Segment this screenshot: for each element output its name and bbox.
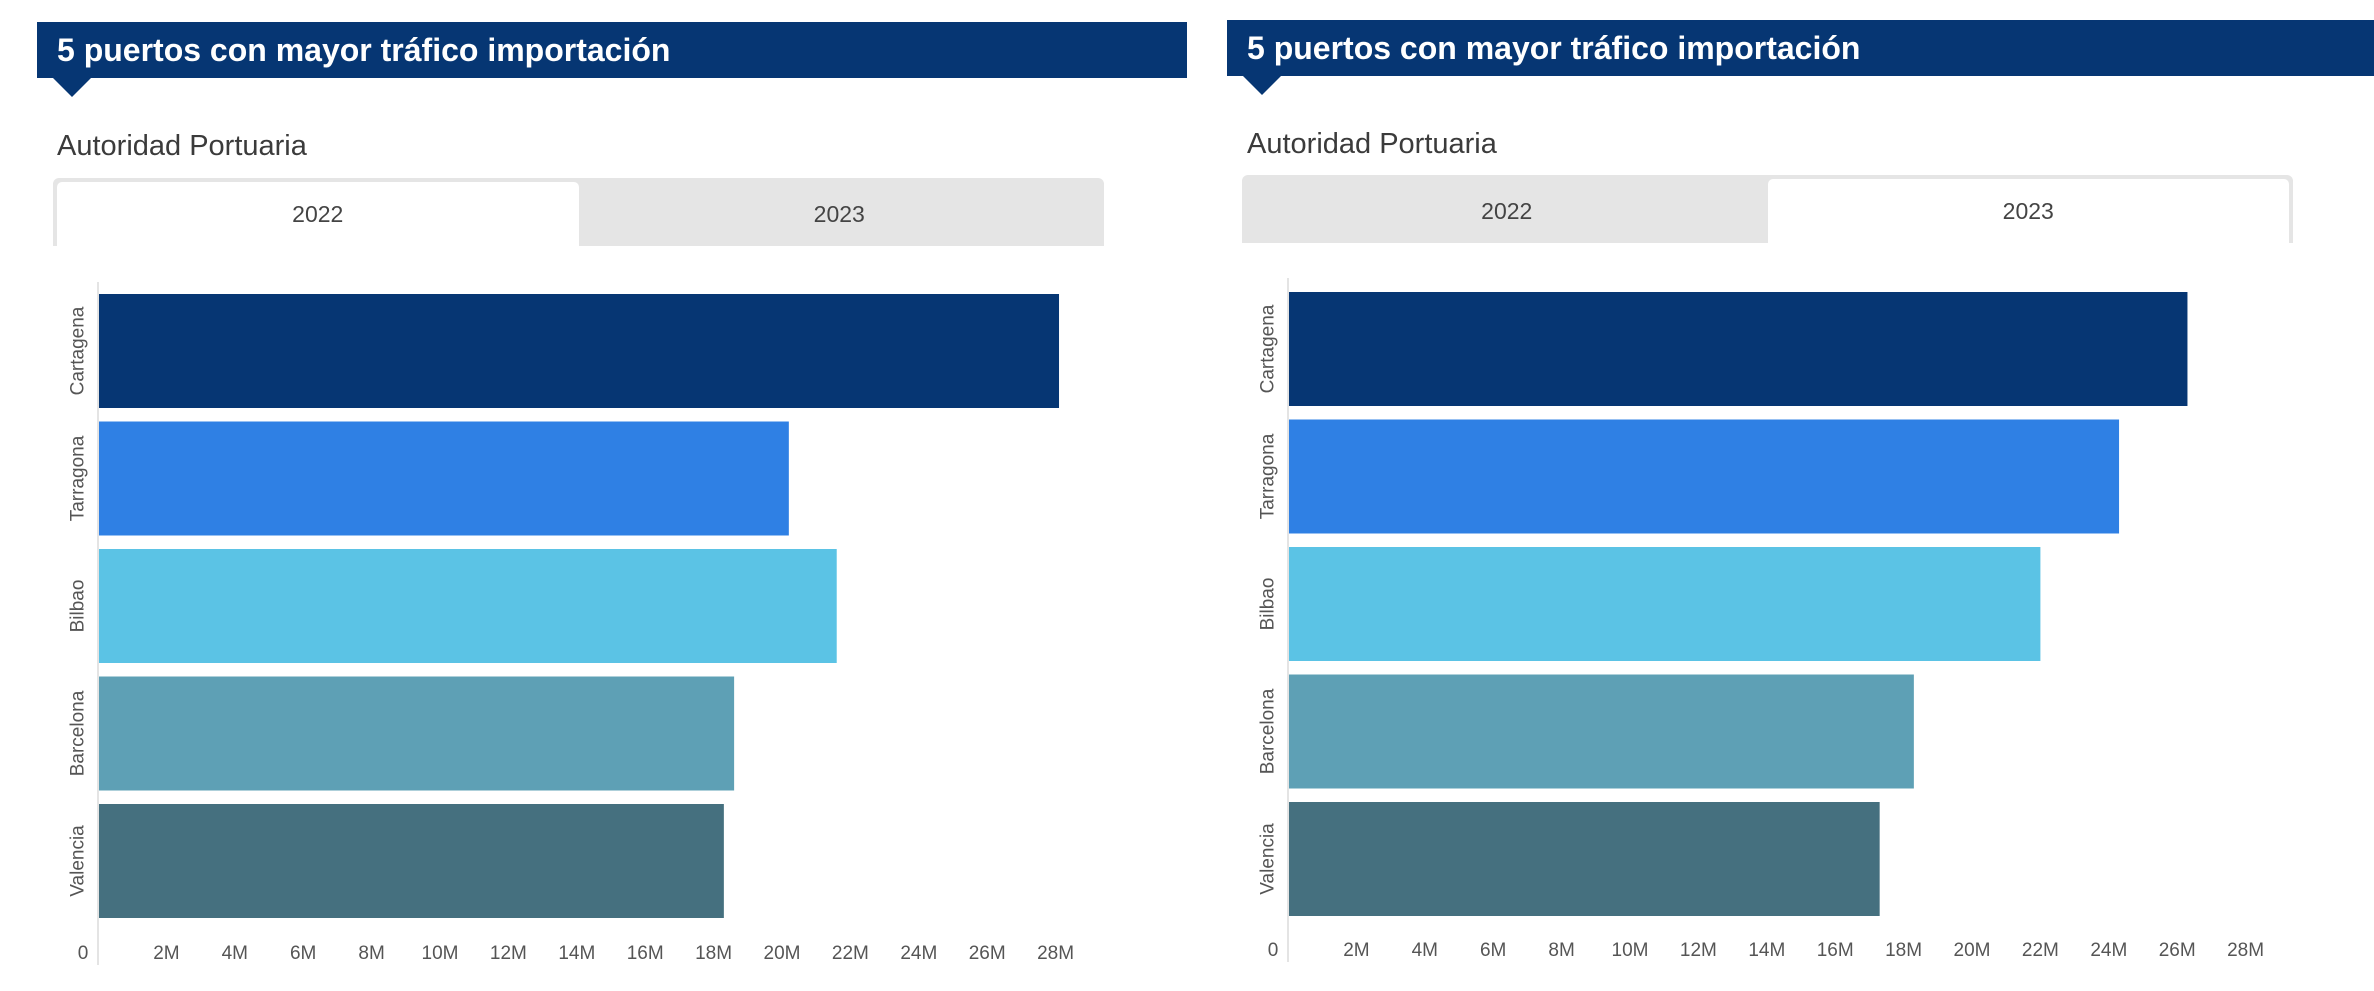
category-label: Bilbao xyxy=(1258,578,1279,631)
tab-2023[interactable]: 2023 xyxy=(813,200,865,227)
bar-chart-svg: Cartagena Tarragona Bilbao Barcelona Valenci… xyxy=(68,282,1074,965)
x-tick-label: 18M xyxy=(1885,940,1922,961)
x-tick-label: 18M xyxy=(695,943,732,964)
x-tick-label: 24M xyxy=(2090,940,2127,961)
category-label: Tarragona xyxy=(1258,433,1279,519)
x-tick-label: 6M xyxy=(290,943,316,964)
bar-barcelona[interactable] xyxy=(1289,674,1914,789)
x-tick-label: 20M xyxy=(764,943,801,964)
x-tick-label: 4M xyxy=(222,943,248,964)
chart-subtitle: Autoridad Portuaria xyxy=(57,130,307,162)
x-tick-label: 16M xyxy=(1817,940,1854,961)
x-tick-label: 0 xyxy=(1268,940,1279,961)
x-tick-label: 28M xyxy=(1037,943,1074,964)
bar-chart: Cartagena Tarragona Bilbao Barcelona Valenci… xyxy=(1190,0,2374,991)
header-pointer-icon xyxy=(1243,76,1281,95)
bar-cartagena[interactable] xyxy=(99,294,1060,408)
bar-barcelona[interactable] xyxy=(99,676,735,791)
category-label: Tarragona xyxy=(68,435,89,521)
category-label: Bilbao xyxy=(68,580,89,633)
x-tick-label: 6M xyxy=(1480,940,1506,961)
x-tick-label: 8M xyxy=(358,943,384,964)
bar-valencia[interactable] xyxy=(99,804,724,918)
bar-cartagena[interactable] xyxy=(1289,292,2188,406)
section-header: 5 puertos con mayor tráfico importación xyxy=(37,22,1187,97)
x-tick-label: 14M xyxy=(1748,940,1785,961)
section-title: 5 puertos con mayor tráfico importación xyxy=(1247,30,1861,66)
panel-2023: 5 puertos con mayor tráfico importación … xyxy=(1190,0,2374,991)
bar-chart-svg: Cartagena Tarragona Bilbao Barcelona Valenci… xyxy=(1258,278,2264,962)
section-header: 5 puertos con mayor tráfico importación xyxy=(1227,20,2374,95)
chart-subtitle: Autoridad Portuaria xyxy=(1247,128,1497,160)
category-label: Barcelona xyxy=(68,690,89,776)
x-tick-label: 10M xyxy=(422,943,459,964)
x-tick-label: 26M xyxy=(969,943,1006,964)
category-label: Valencia xyxy=(1258,823,1279,895)
x-tick-label: 0 xyxy=(78,943,89,964)
x-tick-label: 28M xyxy=(2227,940,2264,961)
x-tick-label: 26M xyxy=(2159,940,2196,961)
category-label: Valencia xyxy=(68,825,89,897)
bar-valencia[interactable] xyxy=(1289,802,1880,916)
x-tick-label: 24M xyxy=(900,943,937,964)
bar-tarragona[interactable] xyxy=(99,421,789,536)
panel-2022: 5 puertos con mayor tráfico importación … xyxy=(37,22,1187,965)
category-label: Barcelona xyxy=(1258,688,1279,774)
header-pointer-icon xyxy=(53,78,91,97)
x-tick-label: 2M xyxy=(153,943,179,964)
x-tick-label: 4M xyxy=(1412,940,1438,961)
bar-chart: Cartagena Tarragona Bilbao Barcelona Valenci… xyxy=(68,282,1074,965)
year-tabs: 2022 2023 xyxy=(53,178,1104,246)
category-label: Cartagena xyxy=(68,306,89,395)
tab-2023[interactable]: 2023 xyxy=(1767,179,2289,243)
x-tick-label: 2M xyxy=(1343,940,1369,961)
x-tick-label: 12M xyxy=(1680,940,1717,961)
tab-2022[interactable]: 2022 xyxy=(1481,197,1533,224)
x-tick-label: 16M xyxy=(627,943,664,964)
section-title: 5 puertos con mayor tráfico importación xyxy=(57,32,671,68)
bar-tarragona[interactable] xyxy=(1289,419,2120,534)
x-tick-label: 14M xyxy=(558,943,595,964)
bar-bilbao[interactable] xyxy=(99,549,837,663)
x-tick-label: 12M xyxy=(490,943,527,964)
x-tick-label: 20M xyxy=(1954,940,1991,961)
category-label: Cartagena xyxy=(1258,304,1279,393)
year-tabs: 2022 2023 xyxy=(1242,175,2293,243)
tab-2022[interactable]: 2022 xyxy=(57,182,579,246)
bar-bilbao[interactable] xyxy=(1289,547,2041,661)
x-tick-label: 22M xyxy=(2022,940,2059,961)
x-tick-label: 10M xyxy=(1612,940,1649,961)
x-tick-label: 8M xyxy=(1548,940,1574,961)
x-tick-label: 22M xyxy=(832,943,869,964)
